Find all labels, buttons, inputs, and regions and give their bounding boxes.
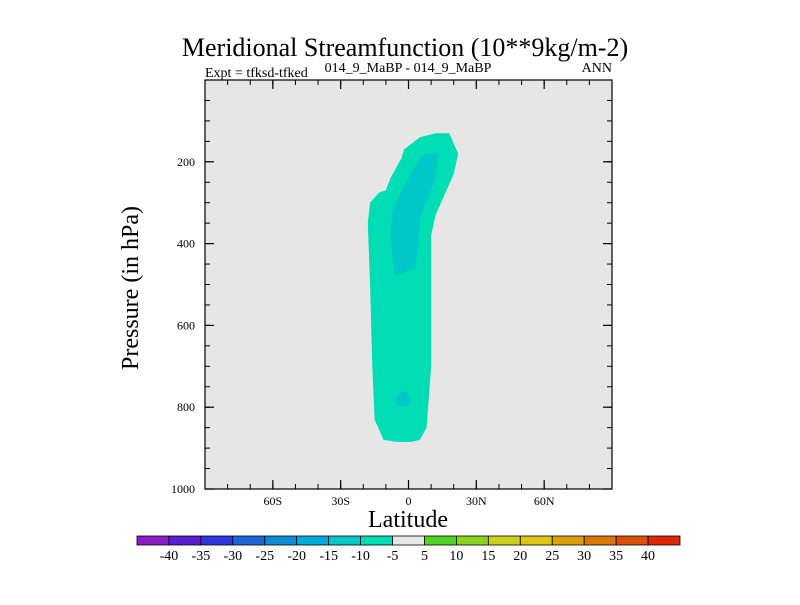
colorbar-swatch: [647, 535, 681, 546]
colorbar-label: -15: [319, 549, 338, 564]
colorbar-label: -5: [387, 549, 399, 564]
colorbar-label: 35: [609, 549, 623, 564]
contour-region-0: [367, 133, 459, 442]
colorbar-label: 40: [641, 549, 655, 564]
colorbar-swatch: [296, 535, 330, 546]
colorbar-swatch: [583, 535, 617, 546]
colorbar-swatch: [264, 535, 298, 546]
tick-layer: 200 400 600 800 1000 60S 30S 0 30N 60N: [171, 79, 613, 508]
colorbar-swatch: [487, 535, 521, 546]
chart-title: Meridional Streamfunction (10**9kg/m-2): [182, 33, 628, 62]
y-axis-label: Pressure (in hPa): [118, 206, 144, 370]
colorbar-label: 25: [545, 549, 559, 564]
y-tick-label: 200: [177, 155, 195, 169]
colorbar-swatch: [360, 535, 393, 546]
colorbar: -40 -35 -30 -25 -20 -15 -10 -5 5 10 15 20 25 30 35 40: [136, 535, 681, 564]
colorbar-label: 30: [577, 549, 591, 564]
colorbar-swatch: [456, 535, 489, 546]
x-tick-label: 30S: [331, 494, 350, 508]
colorbar-label: 20: [513, 549, 527, 564]
colorbar-swatch: [519, 535, 553, 546]
colorbar-label: -40: [160, 549, 179, 564]
x-axis-label: Latitude: [368, 507, 448, 533]
y-tick-label: 800: [177, 400, 195, 414]
colorbar-label: 5: [421, 549, 428, 564]
colorbar-swatch: [136, 535, 170, 546]
colorbar-swatch: [168, 535, 202, 546]
x-tick-label: 30N: [466, 494, 487, 508]
y-tick-label: 1000: [171, 482, 195, 496]
y-tick-label: 400: [177, 237, 195, 251]
colorbar-label: -25: [255, 549, 274, 564]
colorbar-swatch: [424, 535, 457, 546]
chart-subtitle-center: 014_9_MaBP - 014_9_MaBP: [325, 61, 492, 76]
colorbar-label: -30: [223, 549, 242, 564]
x-tick-label: 60N: [534, 494, 555, 508]
colorbar-swatch: [200, 535, 234, 546]
x-tick-label: 0: [406, 494, 412, 508]
colorbar-swatch: [232, 535, 266, 546]
colorbar-label: 15: [481, 549, 495, 564]
colorbar-label: -35: [192, 549, 211, 564]
contour-region-2: [394, 390, 411, 408]
colorbar-swatch: [392, 535, 425, 546]
chart-subtitle-right: ANN: [582, 61, 612, 76]
colorbar-label: -10: [351, 549, 370, 564]
colorbar-swatch: [328, 535, 361, 546]
colorbar-swatch: [551, 535, 585, 546]
contour-layer: [367, 133, 459, 442]
x-tick-label: 60S: [263, 494, 282, 508]
contour-region-1: [390, 153, 438, 277]
colorbar-label: -20: [287, 549, 306, 564]
colorbar-swatch: [615, 535, 649, 546]
colorbar-label: 10: [449, 549, 463, 564]
y-tick-label: 600: [177, 318, 195, 332]
chart-subtitle-left: Expt = tfksd-tfked: [205, 66, 308, 81]
